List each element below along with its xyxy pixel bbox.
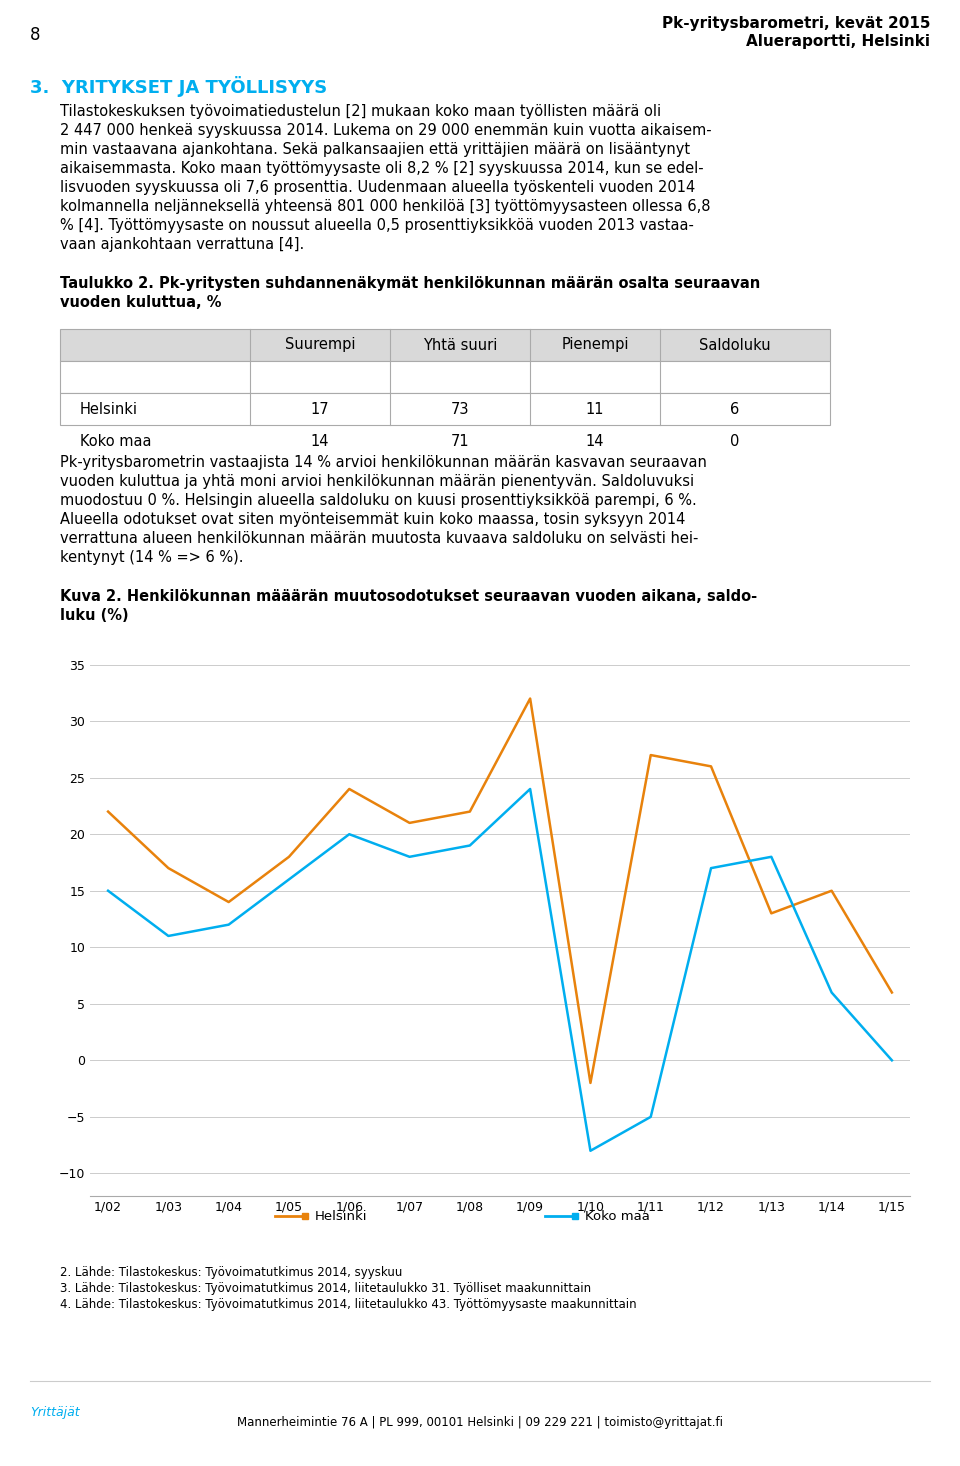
Text: 3.  YRITYKSET JA TYÖLLISYYS: 3. YRITYKSET JA TYÖLLISYYS (30, 76, 327, 97)
Text: 3. Lähde: Tilastokeskus: Työvoimatutkimus 2014, liitetaulukko 31. Työlliset maak: 3. Lähde: Tilastokeskus: Työvoimatutkimu… (60, 1281, 591, 1294)
Text: % [4]. Työttömyysaste on noussut alueella 0,5 prosenttiyksikköä vuoden 2013 vast: % [4]. Työttömyysaste on noussut alueell… (60, 218, 694, 233)
Text: 73: 73 (451, 402, 469, 416)
Text: 14: 14 (586, 434, 604, 449)
Text: 2. Lähde: Tilastokeskus: Työvoimatutkimus 2014, syyskuu: 2. Lähde: Tilastokeskus: Työvoimatutkimu… (60, 1267, 402, 1278)
Text: Koko maa: Koko maa (80, 434, 152, 449)
Text: 11: 11 (586, 402, 604, 416)
Text: Saldoluku: Saldoluku (699, 337, 771, 352)
Text: muodostuu 0 %. Helsingin alueella saldoluku on kuusi prosenttiyksikköä parempi, : muodostuu 0 %. Helsingin alueella saldol… (60, 493, 697, 509)
Text: 6: 6 (731, 402, 739, 416)
Text: kolmannella neljänneksellä yhteensä 801 000 henkilöä [3] työttömyysasteen olless: kolmannella neljänneksellä yhteensä 801 … (60, 199, 710, 214)
Text: 17: 17 (311, 402, 329, 416)
Text: Helsinki: Helsinki (315, 1209, 368, 1223)
Text: Alueella odotukset ovat siten myönteisemmät kuin koko maassa, tosin syksyyn 2014: Alueella odotukset ovat siten myönteisem… (60, 512, 685, 526)
Text: 14: 14 (311, 434, 329, 449)
Text: Koko maa: Koko maa (585, 1209, 650, 1223)
Bar (60, 361, 830, 393)
Text: aikaisemmasta. Koko maan työttömyysaste oli 8,2 % [2] syyskuussa 2014, kun se ed: aikaisemmasta. Koko maan työttömyysaste … (60, 161, 704, 176)
Text: Tilastokeskuksen työvoimatiedustelun [2] mukaan koko maan työllisten määrä oli: Tilastokeskuksen työvoimatiedustelun [2]… (60, 104, 661, 119)
Text: vaan ajankohtaan verrattuna [4].: vaan ajankohtaan verrattuna [4]. (60, 237, 304, 252)
Text: 2 447 000 henkeä syyskuussa 2014. Lukema on 29 000 enemmän kuin vuotta aikaisem-: 2 447 000 henkeä syyskuussa 2014. Lukema… (60, 123, 711, 138)
Text: Kuva 2. Henkilökunnan määärän muutosodotukset seuraavan vuoden aikana, saldo-: Kuva 2. Henkilökunnan määärän muutosodot… (60, 589, 757, 604)
Text: Pk-yritysbarometrin vastaajista 14 % arvioi henkilökunnan määrän kasvavan seuraa: Pk-yritysbarometrin vastaajista 14 % arv… (60, 454, 707, 471)
Text: lisvuoden syyskuussa oli 7,6 prosenttia. Uudenmaan alueella työskenteli vuoden 2: lisvuoden syyskuussa oli 7,6 prosenttia.… (60, 180, 695, 195)
Text: min vastaavana ajankohtana. Sekä palkansaajien että yrittäjien määrä on lisäänty: min vastaavana ajankohtana. Sekä palkans… (60, 142, 690, 157)
Text: 0: 0 (731, 434, 740, 449)
Text: luku (%): luku (%) (60, 608, 129, 623)
Text: Helsinki: Helsinki (80, 402, 138, 416)
Text: Yrittäjät: Yrittäjät (30, 1406, 80, 1419)
Bar (60, 328, 830, 361)
Text: vuoden kuluttua ja yhtä moni arvioi henkilökunnan määrän pienentyvän. Saldoluvuk: vuoden kuluttua ja yhtä moni arvioi henk… (60, 474, 694, 490)
Text: Pienempi: Pienempi (562, 337, 629, 352)
Text: Yhtä suuri: Yhtä suuri (422, 337, 497, 352)
Text: Suurempi: Suurempi (285, 337, 355, 352)
Text: Pk-yritysbarometri, kevät 2015: Pk-yritysbarometri, kevät 2015 (661, 16, 930, 31)
Text: 4. Lähde: Tilastokeskus: Työvoimatutkimus 2014, liitetaulukko 43. Työttömyysaste: 4. Lähde: Tilastokeskus: Työvoimatutkimu… (60, 1297, 636, 1311)
Text: kentynyt (14 % => 6 %).: kentynyt (14 % => 6 %). (60, 550, 244, 564)
Text: verrattuna alueen henkilökunnan määrän muutosta kuvaava saldoluku on selvästi he: verrattuna alueen henkilökunnan määrän m… (60, 531, 698, 545)
Text: Mannerheimintie 76 A | PL 999, 00101 Helsinki | 09 229 221 | toimisto@yrittajat.: Mannerheimintie 76 A | PL 999, 00101 Hel… (237, 1416, 723, 1429)
Text: Alueraportti, Helsinki: Alueraportti, Helsinki (746, 34, 930, 48)
Text: vuoden kuluttua, %: vuoden kuluttua, % (60, 295, 222, 309)
Text: 71: 71 (450, 434, 469, 449)
Text: Taulukko 2. Pk-yritysten suhdannenäkymät henkilökunnan määrän osalta seuraavan: Taulukko 2. Pk-yritysten suhdannenäkymät… (60, 276, 760, 290)
Bar (60, 393, 830, 425)
Text: 8: 8 (30, 26, 40, 44)
